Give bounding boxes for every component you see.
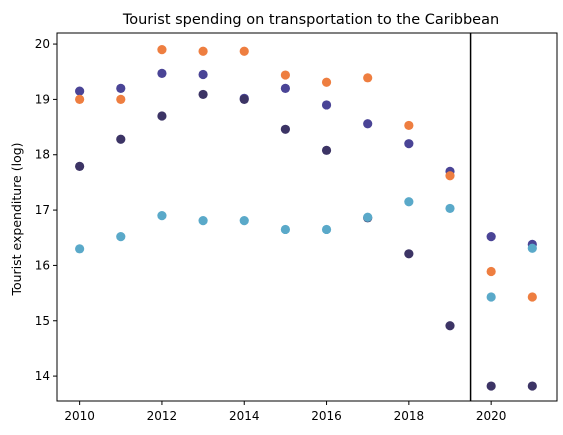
data-point-series-1	[280, 83, 290, 93]
data-point-series-3	[445, 321, 455, 331]
y-tick-label: 20	[35, 37, 50, 51]
data-point-series-2	[527, 292, 537, 302]
data-point-series-4	[239, 215, 249, 226]
data-point-series-4	[280, 224, 290, 235]
plot-area: 2010 2012 2014 2016 2018 2020 14 15 16 17 18 19 20	[35, 32, 558, 423]
data-point-series-4	[445, 203, 455, 214]
data-point-series-4	[363, 212, 373, 222]
y-tick-label: 17	[35, 203, 50, 217]
data-point-series-2	[280, 70, 290, 80]
data-point-series-1	[198, 69, 208, 80]
y-tick-label: 16	[35, 258, 50, 272]
data-point-series-4	[75, 244, 85, 254]
data-point-series-1	[116, 83, 126, 93]
data-point-series-2	[363, 73, 373, 83]
data-point-series-4	[527, 243, 537, 253]
data-point-series-2	[239, 46, 249, 56]
y-tick-label: 15	[35, 314, 50, 328]
data-point-series-3	[157, 111, 167, 121]
data-point-series-2	[116, 94, 126, 105]
data-point-series-1	[321, 100, 332, 110]
data-point-series-2	[321, 77, 332, 87]
data-point-series-1	[404, 139, 414, 149]
data-point-series-4	[404, 197, 414, 207]
data-point-series-2	[198, 46, 208, 56]
y-tick-label: 19	[35, 92, 50, 106]
y-tick-label: 14	[35, 369, 50, 383]
data-point-series-3	[116, 134, 126, 144]
data-point-series-2	[404, 120, 414, 131]
data-point-series-4	[116, 232, 126, 242]
y-axis-label: Tourist expenditure (log)	[9, 142, 24, 296]
data-point-series-4	[198, 215, 208, 226]
plot-frame	[56, 32, 558, 402]
x-tick-label: 2014	[229, 409, 260, 423]
data-point-series-3	[404, 249, 414, 259]
data-point-series-4	[321, 224, 332, 235]
data-point-series-3	[486, 381, 496, 391]
data-point-series-3	[321, 145, 332, 155]
x-tick-label: 2018	[394, 409, 425, 423]
chart-title: Tourist spending on transportation to th…	[122, 12, 499, 28]
data-point-series-2	[157, 45, 167, 55]
x-tick-label: 2010	[64, 409, 95, 423]
data-point-series-3	[239, 94, 249, 105]
data-point-series-1	[75, 86, 85, 96]
x-tick-label: 2016	[311, 409, 342, 423]
data-point-series-1	[157, 68, 167, 78]
data-point-series-3	[527, 381, 537, 391]
data-point-series-3	[198, 89, 208, 100]
x-tick-label: 2012	[147, 409, 178, 423]
data-point-series-3	[75, 161, 85, 171]
data-point-series-2	[75, 94, 85, 105]
y-tick-label: 18	[35, 148, 50, 162]
data-point-series-4	[157, 211, 167, 221]
x-tick-label: 2020	[476, 409, 507, 423]
data-point-series-1	[486, 232, 496, 242]
data-point-series-1	[363, 119, 373, 129]
data-point-series-3	[280, 124, 290, 134]
data-point-series-2	[486, 266, 496, 277]
data-point-series-2	[445, 171, 455, 181]
data-point-series-4	[486, 292, 496, 302]
